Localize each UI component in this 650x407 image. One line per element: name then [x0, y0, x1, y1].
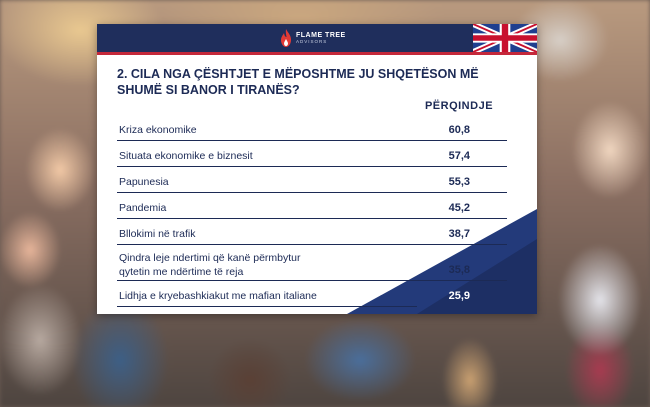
- survey-card: FLAME TREE ADVISORS 2. CILA NGA ÇËSHTJET…: [97, 24, 537, 314]
- row-value-traffic: 38,7: [448, 228, 470, 240]
- row-divider: [117, 280, 507, 281]
- row-label-unemployment: Papunesia: [119, 176, 169, 188]
- row-label-line-1: Qindra leje ndertimi që kanë përmbytur: [119, 252, 301, 264]
- row-value-economic-crisis: 60,8: [448, 124, 470, 136]
- row-label-business-situation: Situata ekonomike e biznesit: [119, 150, 253, 162]
- row-value-pandemic: 45,2: [448, 202, 470, 214]
- row-value-construction-permits: 35,8: [448, 264, 470, 276]
- percentage-column-header: PËRQINDJE: [424, 100, 494, 112]
- row-divider: [117, 306, 417, 307]
- question-line-2: SHUMË SI BANOR I TIRANËS?: [117, 83, 300, 97]
- survey-question: 2. CILA NGA ÇËSHTJET E MËPOSHTME JU SHQE…: [117, 66, 517, 98]
- results-table: Kriza ekonomike 60,8 Situata ekonomike e…: [97, 24, 537, 314]
- row-value-unemployment: 55,3: [448, 176, 470, 188]
- row-value-mayor-mafia: 25,9: [448, 290, 470, 302]
- row-value-business-situation: 57,4: [448, 150, 470, 162]
- row-divider: [117, 140, 507, 141]
- row-label-traffic: Bllokimi në trafik: [119, 228, 196, 240]
- flame-icon: [281, 29, 291, 47]
- brand-subtitle: ADVISORS: [296, 38, 328, 44]
- row-divider: [117, 218, 507, 219]
- row-label-construction-permits: Qindra leje ndertimi që kanë përmbytur q…: [119, 252, 301, 278]
- row-label-line-2: qytetin me ndërtime të reja: [119, 266, 244, 278]
- uk-flag-icon: [473, 24, 537, 52]
- row-divider: [117, 166, 507, 167]
- row-divider: [117, 192, 507, 193]
- card-header: FLAME TREE ADVISORS: [97, 24, 537, 55]
- blue-corner-decoration: [347, 209, 537, 314]
- flame-tree-logo: FLAME TREE ADVISORS: [279, 27, 346, 49]
- row-label-mayor-mafia: Lidhja e kryebashkiakut me mafian italia…: [119, 290, 317, 302]
- brand-name: FLAME TREE: [296, 31, 346, 39]
- row-label-pandemic: Pandemia: [119, 202, 167, 214]
- question-line-1: 2. CILA NGA ÇËSHTJET E MËPOSHTME JU SHQE…: [117, 67, 479, 81]
- row-divider: [117, 244, 507, 245]
- row-label-economic-crisis: Kriza ekonomike: [119, 124, 197, 136]
